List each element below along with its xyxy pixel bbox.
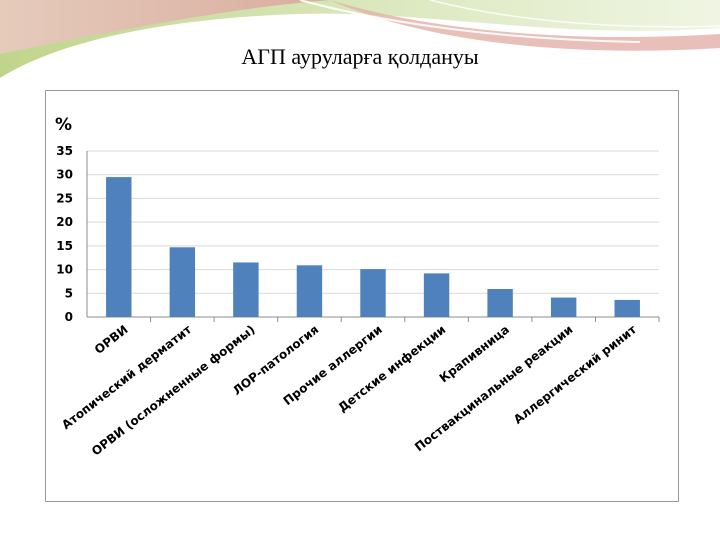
category-label: Атопический дерматит <box>59 322 194 432</box>
category-label: Аллергический ринит <box>511 322 639 426</box>
bar <box>106 177 132 317</box>
slide-title: АГП ауруларға қолдануы <box>241 44 479 69</box>
bar <box>296 265 323 317</box>
bar <box>487 289 513 317</box>
bar <box>423 273 450 317</box>
bar <box>550 297 577 317</box>
y-tick-label: 15 <box>56 239 73 253</box>
y-tick-labels: 0 5 10 15 20 25 30 35 <box>56 144 73 324</box>
y-tick-label: 0 <box>65 310 73 324</box>
y-tick-label: 25 <box>56 191 73 205</box>
chart-frame: 0 5 10 15 20 25 30 35 ОРВИ Атопический дерматит О… <box>45 90 679 502</box>
y-tick-label: 20 <box>56 215 73 229</box>
header-decoration <box>0 0 720 78</box>
bar <box>614 299 640 317</box>
bars <box>106 177 640 317</box>
category-label: ОРВИ <box>92 322 131 357</box>
y-tick-label: 10 <box>56 263 73 277</box>
y-tick-label: 5 <box>65 286 73 300</box>
y-tick-label: 30 <box>56 168 73 182</box>
y-axis-unit-label: % <box>55 115 72 135</box>
category-label: Детские инфекции <box>335 322 448 415</box>
bar <box>360 269 386 317</box>
bar <box>233 262 259 317</box>
y-tick-label: 35 <box>56 144 73 158</box>
bar <box>169 247 196 317</box>
